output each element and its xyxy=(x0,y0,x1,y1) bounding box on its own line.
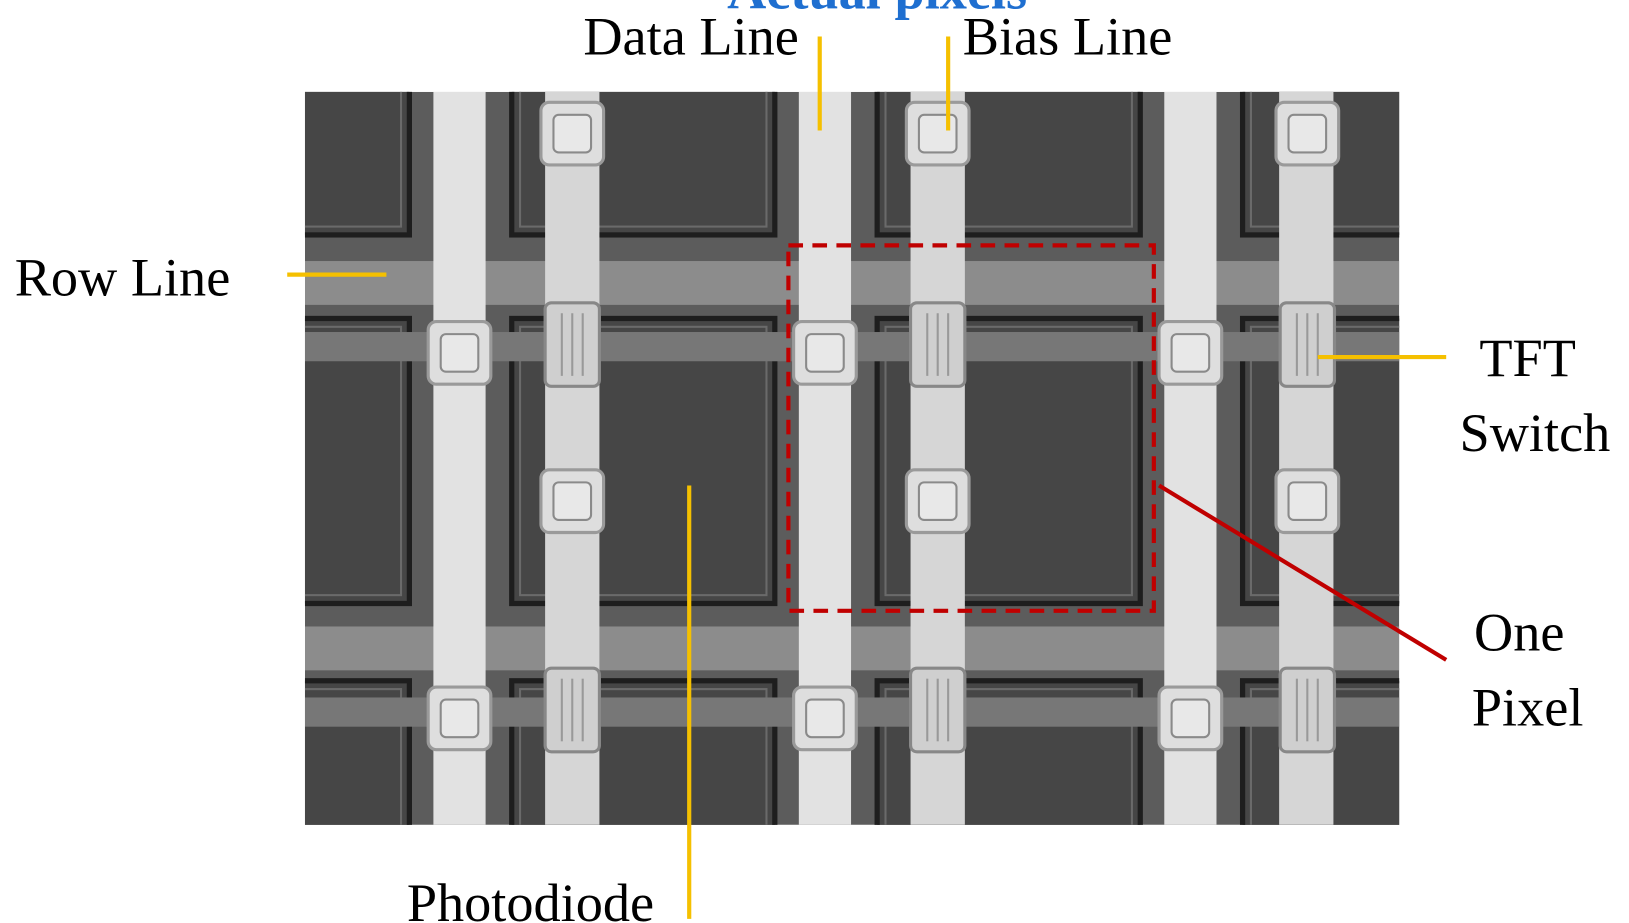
contact-inner xyxy=(439,698,480,739)
label: Data Line xyxy=(583,6,799,66)
leaders xyxy=(287,36,1447,919)
leader-line xyxy=(1157,483,1448,662)
pad-edge xyxy=(1249,325,1400,597)
label: Row Line xyxy=(15,247,231,307)
pad-edge xyxy=(519,325,768,597)
label: Bias Line xyxy=(963,6,1173,66)
contact-inner xyxy=(1287,481,1328,522)
contact-inner xyxy=(917,113,958,154)
contact-inner xyxy=(439,333,480,373)
contact-inner xyxy=(1287,113,1328,154)
pixel-outline xyxy=(786,243,1156,613)
label: TFT xyxy=(1479,328,1576,388)
contact-inner xyxy=(1170,333,1211,373)
contact-inner xyxy=(805,333,845,373)
pad-edge xyxy=(519,91,768,228)
row-line xyxy=(304,626,1400,671)
contact-inner xyxy=(552,113,593,154)
row-line xyxy=(304,261,1400,305)
pad-edge xyxy=(304,325,403,597)
contact-inner xyxy=(1170,698,1211,739)
label: Photodiode xyxy=(407,873,654,923)
title: Actual pixels xyxy=(727,0,1027,20)
pad-edge xyxy=(1249,688,1400,825)
contact-inner xyxy=(805,698,845,739)
label: Pixel xyxy=(1472,678,1584,738)
pad-edge xyxy=(1249,91,1400,228)
pad-edge xyxy=(304,688,403,825)
pad-edge xyxy=(519,688,768,825)
label: One xyxy=(1474,602,1564,662)
contact-inner xyxy=(917,481,958,522)
photodiode-pad xyxy=(304,315,412,607)
pad-edge xyxy=(884,688,1133,825)
pad-edge xyxy=(304,91,403,228)
pad-edge xyxy=(884,325,1133,597)
label: Switch xyxy=(1460,403,1611,463)
micrograph xyxy=(304,91,1400,825)
photodiode-pad xyxy=(304,91,412,238)
pad-edge xyxy=(884,91,1133,228)
contact-inner xyxy=(552,481,593,522)
